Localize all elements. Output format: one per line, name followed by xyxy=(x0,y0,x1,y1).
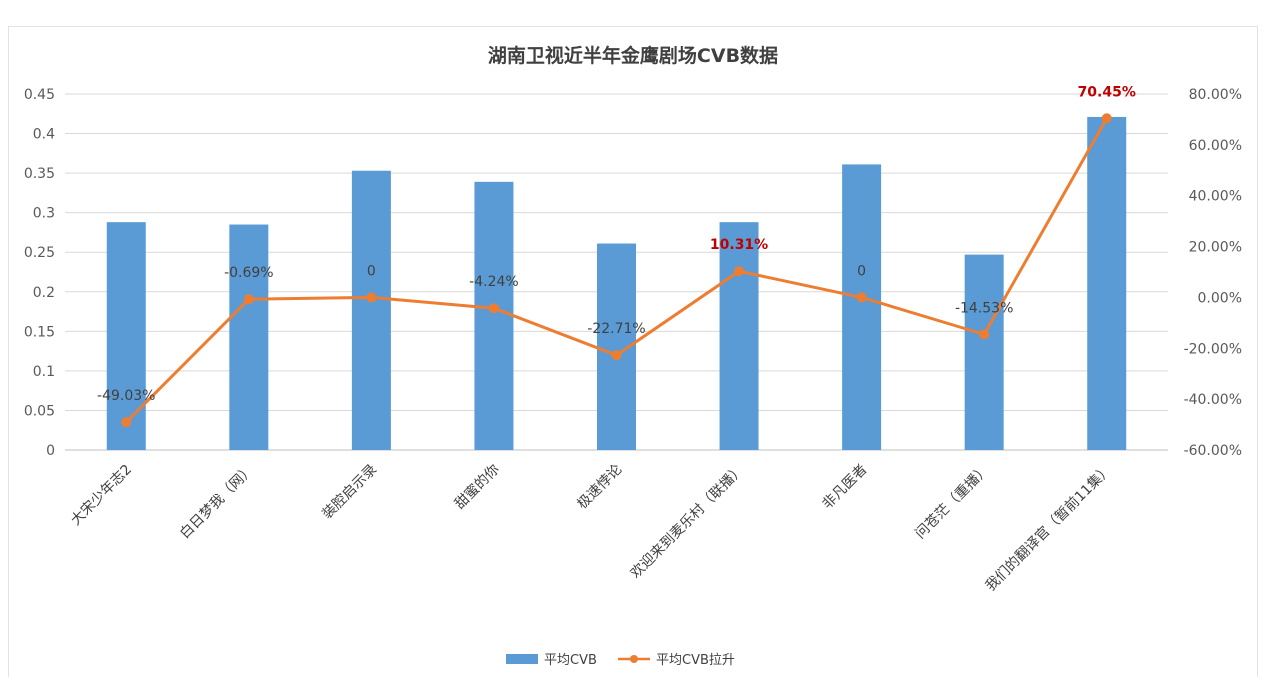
right-tick-label: 60.00% xyxy=(1189,138,1242,154)
right-tick-label: 40.00% xyxy=(1189,189,1242,205)
data-label: 70.45% xyxy=(1078,84,1136,100)
category-label: 极速悖论 xyxy=(574,462,625,513)
left-tick-label: 0.25 xyxy=(24,245,55,261)
left-tick-label: 0.2 xyxy=(33,285,55,301)
line-point xyxy=(979,329,990,340)
line-point xyxy=(856,292,867,303)
category-label: 我们的翻译官（暂前11集） xyxy=(982,461,1116,595)
right-tick-label: 0.00% xyxy=(1198,290,1242,306)
line-point xyxy=(366,292,377,303)
data-label: 10.31% xyxy=(710,237,768,253)
bar xyxy=(351,170,391,450)
data-labels: -49.03% -0.69% 0 -4.24% -22.71% 10.31% 0 -14.53… xyxy=(97,84,1136,404)
category-label: 欢迎来到麦乐村（联播） xyxy=(628,462,748,582)
category-label: 甜蜜的你 xyxy=(452,462,503,513)
category-labels: 大宋少年志2 白日梦我（网） 装腔启示录 甜蜜的你 极速悖论 欢迎来到麦乐村（联播） 非凡医… xyxy=(68,461,1116,595)
right-tick-label: 80.00% xyxy=(1189,87,1242,103)
left-tick-label: 0.3 xyxy=(33,206,55,222)
data-label: -49.03% xyxy=(97,388,155,404)
bar xyxy=(106,222,146,450)
left-tick-label: 0.1 xyxy=(33,364,55,380)
bar xyxy=(1087,116,1127,450)
category-label: 问苍茫（重播） xyxy=(912,462,993,543)
data-label: 0 xyxy=(367,263,376,279)
left-tick-label: 0.45 xyxy=(24,87,55,103)
data-label: -22.71% xyxy=(587,321,645,337)
line-point xyxy=(734,266,745,277)
left-tick-label: 0.4 xyxy=(33,127,55,143)
legend-bar-label: 平均CVB xyxy=(544,653,597,668)
category-label: 大宋少年志2 xyxy=(68,462,135,529)
legend-line-label: 平均CVB拉升 xyxy=(656,653,735,668)
category-label: 装腔启示录 xyxy=(319,462,380,523)
bar xyxy=(842,164,882,451)
line-point xyxy=(243,294,254,305)
right-axis: -60.00% -40.00% -20.00% 0.00% 20.00% 40.00% 60… xyxy=(1184,87,1242,459)
line-point xyxy=(1101,113,1112,124)
left-tick-label: 0 xyxy=(46,443,55,459)
category-label: 白日梦我（网） xyxy=(177,462,258,543)
right-tick-label: -40.00% xyxy=(1184,392,1242,408)
legend-line-marker xyxy=(630,655,638,663)
data-label: 0 xyxy=(857,263,866,279)
line-series xyxy=(121,113,1112,428)
line-point xyxy=(611,350,622,361)
right-tick-label: -20.00% xyxy=(1184,341,1242,357)
chart-title: 湖南卫视近半年金鹰剧场CVB数据 xyxy=(488,44,778,67)
left-tick-label: 0.35 xyxy=(24,166,55,182)
right-tick-label: -60.00% xyxy=(1184,443,1242,459)
left-tick-label: 0.15 xyxy=(24,324,55,340)
bar xyxy=(964,254,1004,450)
left-tick-label: 0.05 xyxy=(24,403,55,419)
bar xyxy=(229,224,269,450)
legend: 平均CVB 平均CVB拉升 xyxy=(506,653,735,668)
data-label: -4.24% xyxy=(469,274,519,290)
bar xyxy=(474,181,514,450)
left-axis: 0 0.05 0.1 0.15 0.2 0.25 0.3 0.35 0.4 0.45 xyxy=(24,87,55,459)
legend-bar-swatch xyxy=(506,654,538,664)
line-point xyxy=(488,303,499,314)
line-point xyxy=(121,417,132,428)
data-label: -0.69% xyxy=(224,265,274,281)
bar-series xyxy=(106,116,1127,451)
category-label: 非凡医者 xyxy=(820,462,871,513)
bar xyxy=(719,222,759,450)
data-label: -14.53% xyxy=(955,300,1013,316)
right-tick-label: 20.00% xyxy=(1189,240,1242,256)
